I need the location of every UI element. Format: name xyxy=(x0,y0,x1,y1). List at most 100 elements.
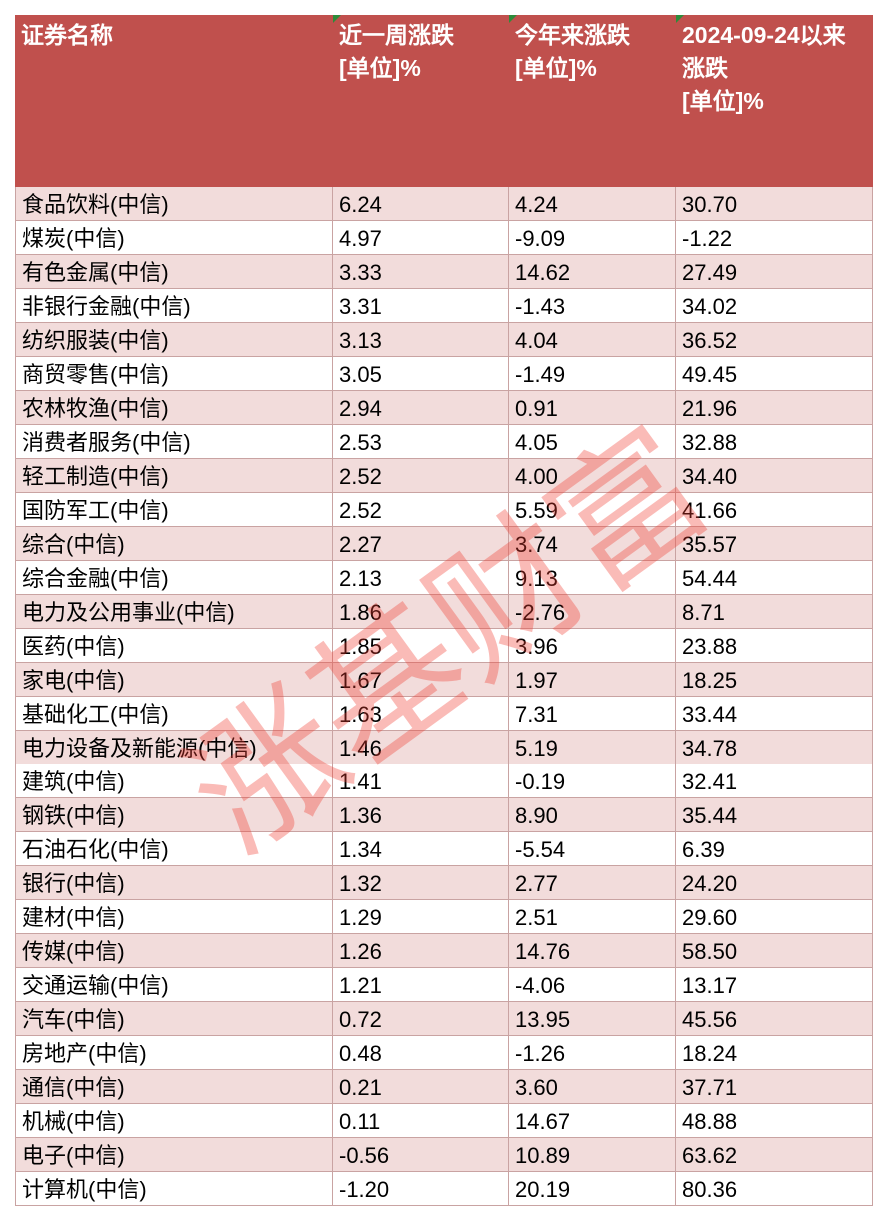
table-cell: 80.36 xyxy=(676,1172,873,1207)
cell-marker xyxy=(676,15,684,23)
table-cell: 14.67 xyxy=(509,1104,676,1139)
table-cell: 1.97 xyxy=(509,662,676,697)
table-cell: 交通运输(中信) xyxy=(15,968,333,1003)
table-row: 电子(中信) -0.56 10.89 63.62 xyxy=(15,1138,873,1173)
table-row: 消费者服务(中信) 2.53 4.05 32.88 xyxy=(15,424,873,459)
table-row: 交通运输(中信) 1.21 -4.06 13.17 xyxy=(15,968,873,1003)
header-cell: 证券名称 xyxy=(15,15,333,187)
table-cell: 14.62 xyxy=(509,254,676,289)
table-cell: 房地产(中信) xyxy=(15,1036,333,1071)
table-cell: 37.71 xyxy=(676,1070,873,1105)
table-row: 有色金属(中信) 3.33 14.62 27.49 xyxy=(15,254,873,289)
table-row: 综合金融(中信) 2.13 9.13 54.44 xyxy=(15,560,873,595)
table-cell: 电子(中信) xyxy=(15,1138,333,1173)
table-cell: 14.76 xyxy=(509,934,676,969)
table-cell: 非银行金融(中信) xyxy=(15,288,333,323)
table-cell: 30.70 xyxy=(676,187,873,221)
table-row: 食品饮料(中信) 6.24 4.24 30.70 xyxy=(15,187,873,221)
table-cell: 63.62 xyxy=(676,1138,873,1173)
table-cell: -0.56 xyxy=(333,1138,509,1173)
header-cell: 今年来涨跌 [单位]% xyxy=(509,15,676,187)
table-cell: 计算机(中信) xyxy=(15,1172,333,1207)
table-cell: 银行(中信) xyxy=(15,866,333,901)
table-row: 传媒(中信) 1.26 14.76 58.50 xyxy=(15,934,873,969)
table-row: 基础化工(中信) 1.63 7.31 33.44 xyxy=(15,696,873,731)
table-row: 机械(中信) 0.11 14.67 48.88 xyxy=(15,1104,873,1139)
table-cell: 1.29 xyxy=(333,900,509,935)
table-cell: 34.40 xyxy=(676,458,873,493)
table-row: 钢铁(中信) 1.36 8.90 35.44 xyxy=(15,798,873,833)
table-row: 轻工制造(中信) 2.52 4.00 34.40 xyxy=(15,458,873,493)
table-cell: -1.43 xyxy=(509,288,676,323)
table-cell: 4.24 xyxy=(509,187,676,221)
table-cell: 通信(中信) xyxy=(15,1070,333,1105)
table-cell: 煤炭(中信) xyxy=(15,220,333,255)
table-cell: 3.13 xyxy=(333,322,509,357)
table-cell: 5.59 xyxy=(509,492,676,527)
table-cell: 32.41 xyxy=(676,764,873,799)
table-cell: 机械(中信) xyxy=(15,1104,333,1139)
table-cell: 国防军工(中信) xyxy=(15,492,333,527)
table-cell: 3.60 xyxy=(509,1070,676,1105)
table-cell: 9.13 xyxy=(509,560,676,595)
table-cell: 27.49 xyxy=(676,254,873,289)
table-cell: 有色金属(中信) xyxy=(15,254,333,289)
table-cell: 消费者服务(中信) xyxy=(15,424,333,459)
table-cell: 23.88 xyxy=(676,628,873,663)
table-cell: 1.26 xyxy=(333,934,509,969)
header-line: 2024-09-24以来 xyxy=(682,22,846,48)
table-cell: 钢铁(中信) xyxy=(15,798,333,833)
table-cell: 36.52 xyxy=(676,322,873,357)
table-row: 煤炭(中信) 4.97 -9.09 -1.22 xyxy=(15,220,873,255)
table-cell: 食品饮料(中信) xyxy=(15,187,333,221)
table-row: 房地产(中信) 0.48 -1.26 18.24 xyxy=(15,1036,873,1071)
table-cell: 13.17 xyxy=(676,968,873,1003)
table-cell: 2.52 xyxy=(333,492,509,527)
table-row: 家电(中信) 1.67 1.97 18.25 xyxy=(15,662,873,697)
table-cell: 1.86 xyxy=(333,594,509,629)
header-line: 今年来涨跌 xyxy=(515,22,630,48)
table-row: 电力及公用事业(中信) 1.86 -2.76 8.71 xyxy=(15,594,873,629)
table-cell: 33.44 xyxy=(676,696,873,731)
table-cell: 商贸零售(中信) xyxy=(15,356,333,391)
table-cell: 4.97 xyxy=(333,220,509,255)
table-cell: 34.02 xyxy=(676,288,873,323)
header-cell: 2024-09-24以来 涨跌 [单位]% xyxy=(676,15,873,187)
table-cell: 轻工制造(中信) xyxy=(15,458,333,493)
table-cell: 1.67 xyxy=(333,662,509,697)
table-cell: 纺织服装(中信) xyxy=(15,322,333,357)
table-cell: -2.76 xyxy=(509,594,676,629)
table-cell: 基础化工(中信) xyxy=(15,696,333,731)
table-row: 汽车(中信) 0.72 13.95 45.56 xyxy=(15,1002,873,1037)
table-cell: 传媒(中信) xyxy=(15,934,333,969)
table-cell: 建材(中信) xyxy=(15,900,333,935)
table-cell: 汽车(中信) xyxy=(15,1002,333,1037)
header-line: 近一周涨跌 xyxy=(339,22,454,48)
table-cell: 综合(中信) xyxy=(15,526,333,561)
table-cell: 0.48 xyxy=(333,1036,509,1071)
table-cell: 2.52 xyxy=(333,458,509,493)
table-row: 石油石化(中信) 1.34 -5.54 6.39 xyxy=(15,832,873,867)
table-cell: 8.71 xyxy=(676,594,873,629)
table-cell: 2.27 xyxy=(333,526,509,561)
table-cell: 4.04 xyxy=(509,322,676,357)
table-cell: 3.96 xyxy=(509,628,676,663)
table-cell: 1.21 xyxy=(333,968,509,1003)
table-cell: 石油石化(中信) xyxy=(15,832,333,867)
table-cell: 24.20 xyxy=(676,866,873,901)
table-cell: -4.06 xyxy=(509,968,676,1003)
table-cell: 6.39 xyxy=(676,832,873,867)
table-cell: 0.21 xyxy=(333,1070,509,1105)
table-cell: 1.41 xyxy=(333,764,509,799)
table-cell: 3.33 xyxy=(333,254,509,289)
table-cell: 2.77 xyxy=(509,866,676,901)
table-row: 电力设备及新能源(中信) 1.46 5.19 34.78 xyxy=(15,730,873,765)
table-cell: 7.31 xyxy=(509,696,676,731)
table-cell: 20.19 xyxy=(509,1172,676,1207)
table-cell: 13.95 xyxy=(509,1002,676,1037)
cell-marker xyxy=(509,15,517,23)
header-line: [单位]% xyxy=(339,55,421,81)
table-cell: -1.20 xyxy=(333,1172,509,1207)
table-cell: 48.88 xyxy=(676,1104,873,1139)
